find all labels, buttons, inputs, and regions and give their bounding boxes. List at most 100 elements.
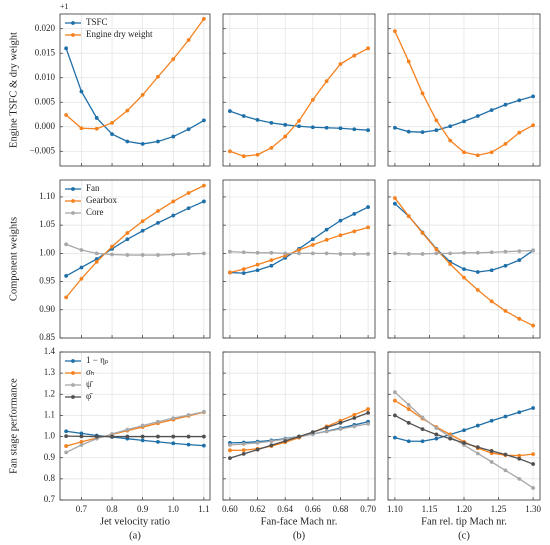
data-point — [228, 149, 232, 154]
plot-frame — [59, 351, 211, 501]
data-point — [156, 209, 160, 213]
data-point — [324, 227, 329, 232]
data-point — [434, 247, 439, 252]
plot-frame — [387, 13, 541, 167]
data-point — [475, 114, 480, 118]
data-point — [434, 118, 439, 123]
data-point — [125, 139, 130, 144]
caption: (c) — [458, 530, 470, 541]
data-point — [283, 122, 288, 127]
offset-label: +1 — [60, 2, 69, 11]
data-point — [201, 434, 206, 439]
data-point — [269, 120, 274, 125]
data-point — [241, 154, 246, 159]
y-tick-label: 1.10 — [39, 191, 55, 201]
plot-frame — [222, 13, 376, 167]
data-point — [406, 59, 411, 64]
data-point — [503, 142, 508, 146]
data-point — [324, 251, 329, 256]
y-tick-label: 1.2 — [44, 388, 55, 398]
legend-marker — [71, 199, 75, 203]
data-point — [393, 390, 397, 395]
data-point — [406, 420, 411, 425]
data-point — [140, 93, 145, 97]
data-point — [79, 89, 84, 94]
data-point — [517, 410, 522, 415]
data-point — [201, 183, 206, 188]
series-line — [65, 48, 205, 145]
data-point — [110, 244, 114, 249]
y-tick-label: 0.020 — [35, 23, 56, 33]
data-point — [201, 118, 206, 123]
data-point — [140, 253, 145, 257]
data-point — [517, 453, 522, 458]
y-axis-label: Component weights — [8, 217, 19, 301]
data-point — [269, 258, 274, 263]
data-point — [406, 439, 411, 444]
data-point — [393, 398, 397, 403]
series-line — [65, 18, 205, 130]
data-point — [186, 191, 191, 195]
data-point — [475, 250, 480, 255]
data-point — [110, 132, 114, 137]
y-tick-label: 0.90 — [39, 304, 55, 314]
x-axis-label: Jet velocity ratio — [100, 516, 170, 527]
data-point — [171, 213, 176, 218]
y-tick-label: 0.9 — [44, 452, 56, 462]
y-tick-label: 0.010 — [35, 72, 56, 82]
data-point — [269, 250, 274, 255]
data-point — [94, 259, 99, 264]
data-point — [171, 57, 176, 62]
data-point — [310, 242, 315, 247]
data-point — [310, 97, 315, 102]
data-point — [420, 415, 425, 420]
data-point — [489, 268, 494, 273]
data-point — [255, 441, 260, 445]
legend-marker — [71, 371, 75, 375]
y-tick-label: 1.00 — [39, 247, 55, 257]
data-point — [228, 109, 232, 113]
data-point — [186, 413, 191, 417]
plot-frame — [222, 179, 376, 339]
y-tick-label: 1.3 — [44, 367, 56, 377]
data-point — [255, 250, 260, 255]
data-point — [517, 258, 522, 263]
data-point — [94, 257, 99, 261]
data-point — [171, 134, 176, 139]
data-point — [393, 196, 397, 200]
data-point — [503, 468, 508, 473]
data-point — [186, 38, 191, 42]
data-point — [366, 46, 370, 51]
plot-frame — [59, 179, 211, 339]
data-point — [366, 252, 370, 256]
data-point — [94, 126, 99, 131]
data-point — [366, 225, 370, 230]
data-point — [110, 120, 114, 125]
series-line — [65, 185, 205, 298]
data-point — [489, 150, 494, 155]
data-point — [366, 410, 370, 415]
series-line — [229, 206, 369, 274]
data-point — [352, 412, 357, 417]
data-point — [489, 418, 494, 423]
data-point — [531, 486, 535, 490]
data-point — [352, 127, 357, 132]
y-tick-label: 1.05 — [39, 219, 55, 229]
plot-frame — [387, 351, 541, 501]
data-point — [517, 98, 522, 103]
data-point — [352, 53, 357, 58]
data-point — [94, 251, 99, 256]
data-point — [517, 249, 522, 254]
data-point — [201, 409, 206, 414]
data-point — [94, 434, 99, 439]
data-point — [338, 126, 343, 131]
x-tick-label: 1.20 — [456, 504, 472, 514]
data-point — [186, 127, 191, 132]
data-point — [366, 128, 370, 133]
data-point — [140, 423, 145, 428]
data-point — [269, 443, 274, 448]
data-point — [503, 452, 508, 457]
data-point — [156, 439, 160, 444]
data-point — [201, 251, 206, 256]
y-tick-label: 0.015 — [35, 47, 56, 57]
